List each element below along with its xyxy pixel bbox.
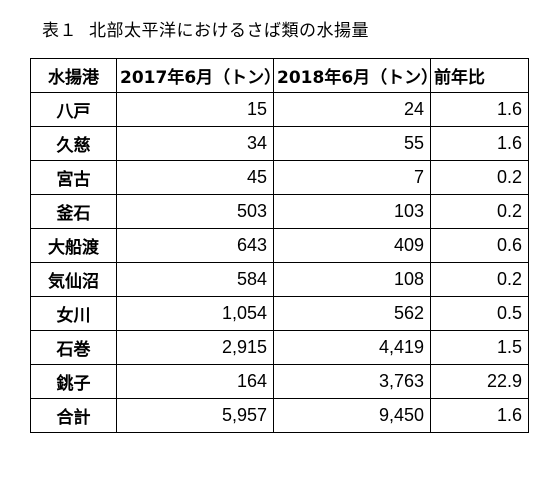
- mackerel-landings-table: 水揚港 2017年6月（トン） 2018年6月（トン） 前年比 八戸 15 24…: [30, 58, 529, 433]
- value-ratio: 0.5: [430, 296, 529, 331]
- port-name: 八戸: [30, 92, 117, 127]
- value-ratio: 0.6: [430, 228, 529, 263]
- table-title: 北部太平洋におけるさば類の水揚量: [89, 21, 369, 41]
- value-ratio: 0.2: [430, 194, 529, 229]
- value-2017: 34: [116, 126, 274, 161]
- table-caption: 表１ 北部太平洋におけるさば類の水揚量: [42, 16, 369, 41]
- port-name: 大船渡: [30, 228, 117, 263]
- value-2017: 1,054: [116, 296, 274, 331]
- value-2018: 4,419: [273, 330, 431, 365]
- value-2018: 3,763: [273, 364, 431, 399]
- table-row: 石巻 2,915 4,419 1.5: [30, 330, 529, 365]
- total-2017: 5,957: [116, 398, 274, 433]
- value-2017: 2,915: [116, 330, 274, 365]
- table-row: 気仙沼 584 108 0.2: [30, 262, 529, 297]
- value-2017: 164: [116, 364, 274, 399]
- port-name: 女川: [30, 296, 117, 331]
- port-name: 釜石: [30, 194, 117, 229]
- value-2018: 562: [273, 296, 431, 331]
- value-2018: 108: [273, 262, 431, 297]
- value-2017: 15: [116, 92, 274, 127]
- table-row: 宮古 45 7 0.2: [30, 160, 529, 195]
- value-ratio: 22.9: [430, 364, 529, 399]
- total-2018: 9,450: [273, 398, 431, 433]
- header-2017: 2017年6月（トン）: [116, 58, 274, 93]
- value-2017: 584: [116, 262, 274, 297]
- value-2018: 7: [273, 160, 431, 195]
- port-name: 気仙沼: [30, 262, 117, 297]
- table-row: 大船渡 643 409 0.6: [30, 228, 529, 263]
- total-ratio: 1.6: [430, 398, 529, 433]
- table-row: 釜石 503 103 0.2: [30, 194, 529, 229]
- value-2017: 45: [116, 160, 274, 195]
- header-port: 水揚港: [30, 58, 117, 93]
- value-ratio: 0.2: [430, 160, 529, 195]
- header-row: 水揚港 2017年6月（トン） 2018年6月（トン） 前年比: [30, 58, 529, 93]
- value-ratio: 1.6: [430, 92, 529, 127]
- total-label: 合計: [30, 398, 117, 433]
- header-ratio: 前年比: [430, 58, 529, 93]
- port-name: 石巻: [30, 330, 117, 365]
- value-2018: 55: [273, 126, 431, 161]
- value-2018: 24: [273, 92, 431, 127]
- header-2018: 2018年6月（トン）: [273, 58, 431, 93]
- port-name: 銚子: [30, 364, 117, 399]
- table-row: 久慈 34 55 1.6: [30, 126, 529, 161]
- port-name: 久慈: [30, 126, 117, 161]
- value-2017: 643: [116, 228, 274, 263]
- value-2018: 409: [273, 228, 431, 263]
- port-name: 宮古: [30, 160, 117, 195]
- value-ratio: 1.5: [430, 330, 529, 365]
- value-2017: 503: [116, 194, 274, 229]
- table-number: 表１: [42, 21, 77, 41]
- value-ratio: 1.6: [430, 126, 529, 161]
- value-ratio: 0.2: [430, 262, 529, 297]
- table-row: 八戸 15 24 1.6: [30, 92, 529, 127]
- table-row: 銚子 164 3,763 22.9: [30, 364, 529, 399]
- value-2018: 103: [273, 194, 431, 229]
- table-row: 女川 1,054 562 0.5: [30, 296, 529, 331]
- total-row: 合計 5,957 9,450 1.6: [30, 398, 529, 433]
